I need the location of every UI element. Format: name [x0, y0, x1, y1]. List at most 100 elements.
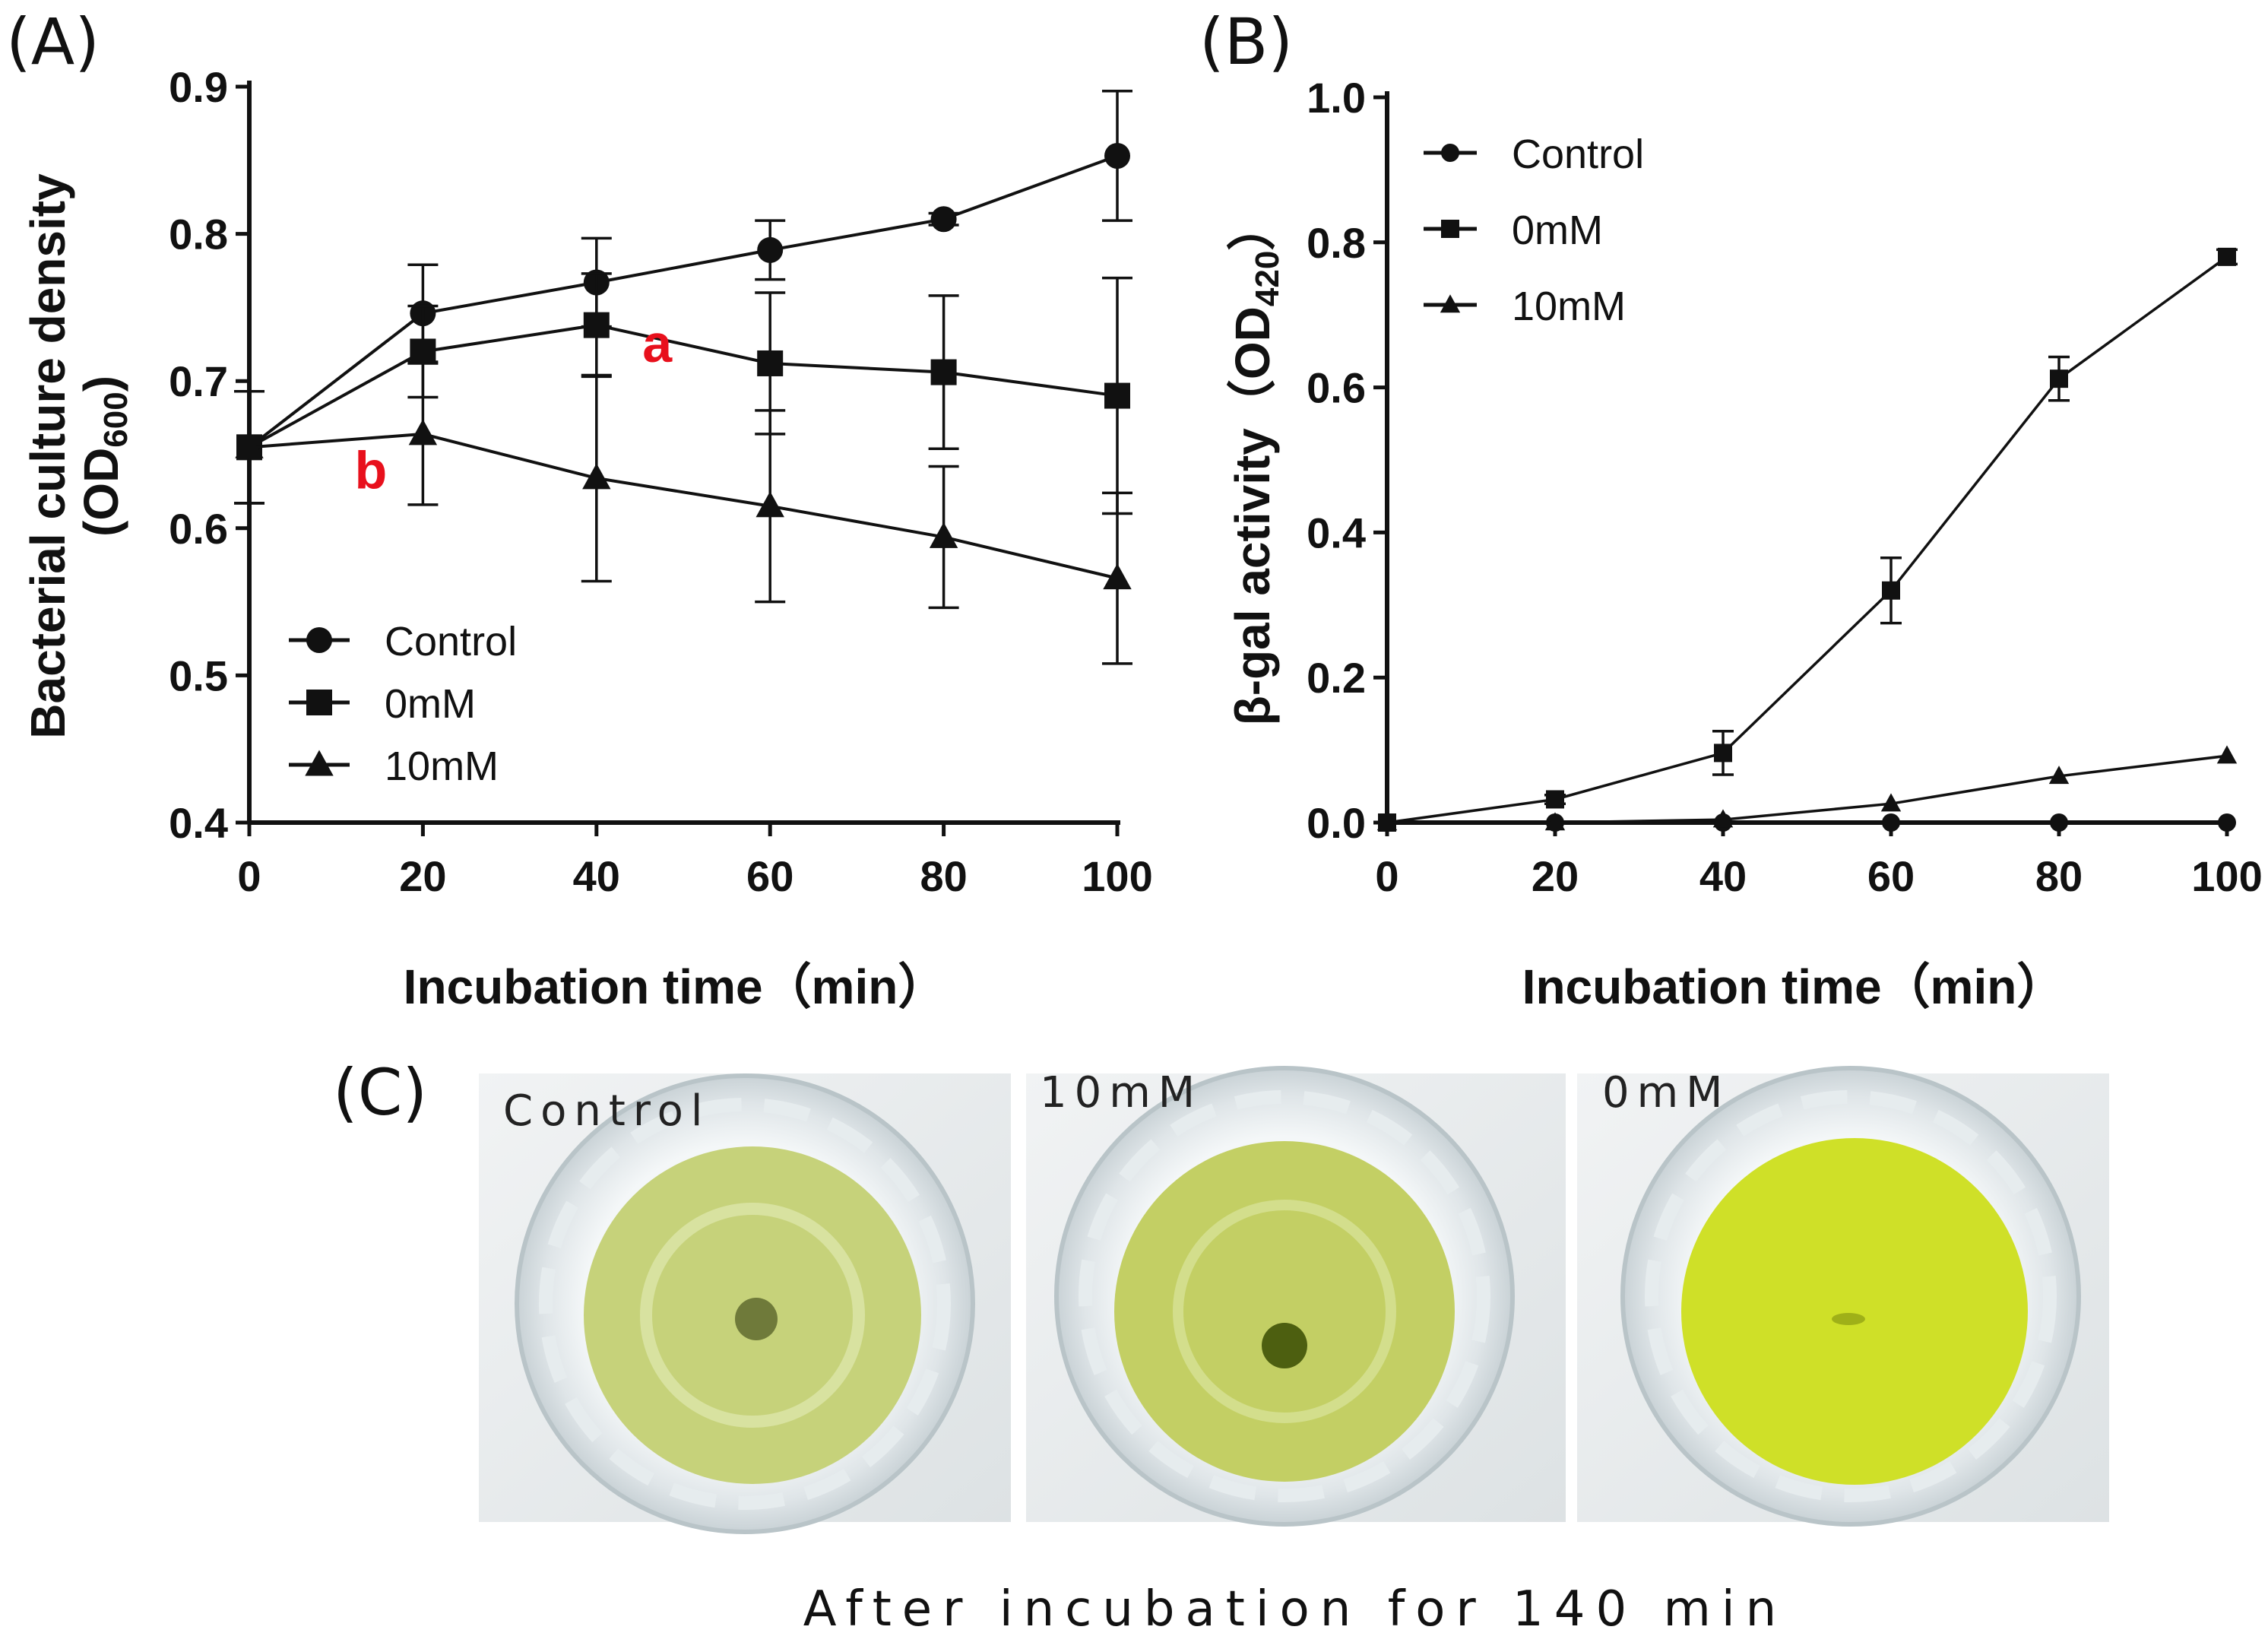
chartB-point-control — [1882, 813, 1900, 832]
chartB-point-0mm — [2050, 369, 2068, 388]
chartA-legend-label-control: Control — [385, 619, 517, 664]
panel-label-a: (A) — [6, 5, 100, 79]
chartB-x-tick-label: 20 — [1532, 852, 1579, 900]
chartA-x-tick-label: 80 — [920, 852, 967, 900]
chart-a-legend: Control 0mM 10mM — [289, 619, 517, 789]
well-rim-0mm — [1645, 1090, 2057, 1502]
chartB-point-control — [2218, 813, 2236, 832]
chartB-point-0mm — [1714, 744, 1732, 763]
photo-control: Control — [479, 1073, 1011, 1534]
chartB-legend-marker-0mm — [1441, 220, 1459, 238]
chartA-legend-marker-0mm — [306, 690, 332, 715]
chartA-legend-label-0mm: 0mM — [385, 681, 476, 727]
photo-caption: After incubation for 140 min — [803, 1581, 1787, 1633]
photo-label-control: Control — [503, 1086, 710, 1136]
chartA-legend-marker-10mm — [305, 750, 334, 776]
chart-b-tick-labels: 0 20 40 60 80 100 0.0 0.2 0.4 0.6 0.8 1.0 — [1307, 74, 2263, 900]
chartA-point-control — [930, 206, 957, 233]
chartB-point-10mm — [2216, 745, 2238, 764]
chartA-x-tick-label: 20 — [399, 852, 446, 900]
chartA-x-tick-label: 40 — [573, 852, 620, 900]
chartB-x-tick-label: 60 — [1867, 852, 1915, 900]
chartA-point-0mm — [930, 359, 957, 385]
chartB-point-10mm — [2048, 766, 2070, 785]
chartA-point-0mm — [583, 312, 610, 338]
chartB-x-tick-label: 80 — [2035, 852, 2083, 900]
chartB-x-tick-label: 40 — [1699, 852, 1747, 900]
chartA-point-10mm — [929, 522, 958, 548]
well-liquid-10mm — [1114, 1141, 1455, 1482]
chartB-x-tick-label: 0 — [1375, 852, 1398, 900]
chartA-y-tick-label: 0.4 — [169, 799, 228, 847]
chartA-y-tick-label: 0.9 — [169, 63, 228, 111]
chartB-y-tick-label: 1.0 — [1307, 74, 1366, 122]
chartA-point-control — [1104, 142, 1130, 169]
chartB-point-control — [2050, 813, 2068, 832]
chartB-point-10mm — [1376, 812, 1398, 831]
chartA-y-tick-label: 0.8 — [169, 211, 228, 258]
chartB-line-0mm — [1386, 255, 2228, 824]
chart-b-series — [1376, 247, 2238, 832]
well-rim-10mm — [1079, 1090, 1490, 1502]
chartB-y-tick-label: 0.2 — [1307, 654, 1366, 702]
chartA-point-0mm — [1104, 382, 1130, 409]
chartB-point-0mm — [1546, 790, 1564, 809]
chartB-legend-marker-control — [1441, 144, 1459, 162]
chartA-line-0mm — [249, 323, 1118, 449]
chartA-point-control — [757, 236, 784, 263]
chart-a-ylabel-unit: (OD600) — [74, 376, 135, 537]
chartB-legend-label-control: Control — [1512, 132, 1644, 177]
chartB-y-tick-label: 0.6 — [1307, 364, 1366, 412]
chartB-y-tick-label: 0.4 — [1307, 509, 1366, 556]
photo-0mm: 0mM — [1577, 1066, 2109, 1527]
chartA-legend-marker-control — [306, 627, 332, 653]
chartB-y-tick-label: 0.8 — [1307, 219, 1366, 267]
photo-label-10mm: 10mM — [1040, 1068, 1202, 1118]
chartB-x-tick-label: 100 — [2191, 852, 2262, 900]
well-liquid-0mm — [1681, 1138, 2028, 1485]
chartA-point-0mm — [410, 338, 436, 365]
chartA-annotation-a: a — [642, 314, 673, 373]
photo-panel: Control 10mM 0mM After incubation for 14… — [479, 1066, 2109, 1633]
well-center-0mm — [1832, 1313, 1865, 1325]
chartA-point-0mm — [757, 350, 784, 376]
photo-label-0mm: 0mM — [1602, 1068, 1731, 1118]
chart-a-xlabel: Incubation time（min） — [404, 959, 947, 1014]
chartB-legend-label-10mm: 10mM — [1512, 284, 1626, 329]
chartB-point-0mm — [1882, 581, 1900, 600]
well-rim-control — [539, 1098, 951, 1510]
chartB-point-0mm — [2218, 247, 2236, 266]
chartB-point-10mm — [1880, 793, 1902, 812]
chart-b-ylabel: β-gal activity（OD420） — [1225, 202, 1286, 726]
chartB-legend-marker-10mm — [1440, 294, 1461, 313]
chartA-x-tick-label: 60 — [746, 852, 793, 900]
chartB-y-tick-label: 0.0 — [1307, 799, 1366, 847]
chart-b-legend: Control 0mM 10mM — [1424, 132, 1644, 329]
chartA-y-tick-label: 0.5 — [169, 652, 228, 699]
well-ripple-10mm — [1173, 1200, 1396, 1423]
well-center-10mm — [1262, 1323, 1307, 1368]
chartA-point-10mm — [408, 419, 438, 446]
chartA-point-10mm — [582, 463, 611, 490]
panel-label-b: (B) — [1199, 5, 1293, 79]
chart-a-ylabel: Bacterial culture density — [21, 173, 75, 739]
chartA-y-tick-label: 0.7 — [169, 357, 228, 405]
chartB-point-10mm — [1712, 809, 1734, 828]
well-center-control — [735, 1298, 778, 1340]
well-ripple-control — [640, 1203, 865, 1428]
chart-a-series: ab — [234, 90, 1132, 665]
panel-label-c: (C) — [333, 1055, 427, 1130]
chartA-line-control — [248, 154, 1118, 449]
chartA-line-10mm — [249, 432, 1118, 580]
chart-b-axes — [1373, 91, 2230, 836]
chart-a-tick-labels: 0 20 40 60 80 100 0.4 0.5 0.6 0.7 0.8 0.9 — [169, 63, 1153, 900]
chartB-point-10mm — [1544, 812, 1566, 831]
chartA-x-tick-label: 0 — [237, 852, 261, 900]
chartA-annotation-b: b — [354, 441, 387, 500]
photo-10mm: 10mM — [1026, 1066, 1566, 1527]
chartA-y-tick-label: 0.6 — [169, 505, 228, 553]
chartB-legend-label-0mm: 0mM — [1512, 208, 1603, 253]
chartA-x-tick-label: 100 — [1082, 852, 1152, 900]
